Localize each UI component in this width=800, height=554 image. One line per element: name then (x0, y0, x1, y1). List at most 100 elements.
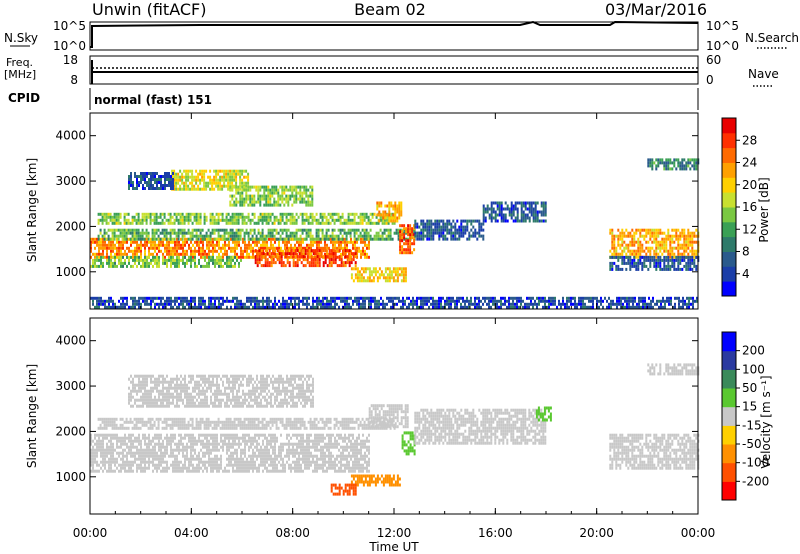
data-cell (112, 433, 114, 437)
data-cell (580, 305, 582, 309)
data-cell (325, 231, 328, 235)
data-cell (446, 228, 449, 232)
data-cell (492, 302, 494, 306)
data-cell (196, 249, 198, 253)
data-cell (644, 299, 646, 303)
data-cell (458, 228, 461, 232)
data-cell (122, 457, 124, 461)
data-cell (162, 451, 164, 455)
data-cell (194, 264, 196, 268)
data-cell (370, 299, 372, 303)
data-cell (492, 296, 494, 300)
data-cell (225, 221, 228, 225)
data-cell (285, 200, 288, 204)
data-cell (649, 249, 652, 253)
data-cell (100, 258, 102, 262)
data-cell (100, 240, 102, 244)
data-cell (203, 237, 206, 241)
data-cell (118, 451, 120, 455)
data-cell (238, 255, 240, 259)
data-cell (629, 243, 632, 247)
data-cell (682, 296, 684, 300)
nsearch-label: N.Search (745, 31, 799, 45)
data-cell (288, 305, 290, 309)
data-cell (674, 296, 676, 300)
data-cell (280, 246, 282, 250)
data-cell (375, 237, 378, 241)
data-cell (166, 261, 168, 265)
data-cell (364, 255, 366, 259)
data-cell (222, 264, 224, 268)
data-cell (325, 221, 328, 225)
data-cell (318, 296, 320, 300)
data-cell (352, 243, 354, 247)
data-cell (162, 457, 164, 461)
data-cell (450, 222, 453, 226)
data-cell (619, 231, 622, 235)
data-cell (108, 240, 110, 244)
data-cell (514, 302, 516, 306)
data-cell (609, 228, 612, 232)
data-cell (256, 296, 258, 300)
data-cell (356, 252, 358, 256)
data-cell (150, 243, 152, 247)
data-cell (299, 234, 302, 238)
data-cell (675, 255, 678, 259)
data-cell (288, 264, 291, 268)
data-cell (264, 305, 266, 309)
data-cell (305, 185, 308, 189)
data-cell (623, 261, 626, 265)
data-cell (177, 212, 180, 216)
data-cell (174, 264, 176, 268)
data-cell (229, 221, 232, 225)
data-cell (392, 305, 394, 309)
data-cell (235, 234, 238, 238)
data-cell (140, 439, 142, 443)
data-cell (286, 302, 288, 306)
data-cell (440, 305, 442, 309)
data-cell (170, 261, 172, 265)
data-cell (305, 203, 308, 207)
data-cell (314, 261, 317, 265)
data-cell (383, 221, 386, 225)
data-cell (148, 457, 150, 461)
data-cell (379, 228, 382, 232)
data-cell (122, 466, 124, 470)
data-cell (257, 185, 260, 189)
data-cell (156, 454, 158, 458)
data-cell (166, 296, 168, 300)
data-cell (113, 212, 116, 216)
data-cell (399, 251, 402, 255)
data-cell (298, 299, 300, 303)
colorbar-swatch (722, 266, 736, 282)
data-cell (177, 178, 180, 182)
data-cell (360, 255, 362, 259)
data-cell (211, 218, 214, 222)
data-cell (333, 212, 336, 216)
data-cell (362, 267, 365, 271)
data-cell (538, 302, 540, 306)
data-cell (263, 197, 266, 201)
data-cell (627, 243, 630, 247)
data-cell (249, 237, 252, 241)
data-cell (316, 296, 318, 300)
data-cell (621, 234, 624, 238)
cpid-mode: normal (fast) 151 (94, 93, 212, 107)
data-cell (195, 169, 198, 173)
data-cell (283, 203, 286, 207)
data-cell (673, 246, 676, 250)
data-cell (154, 240, 156, 244)
nave-tick-bottom: 0 (706, 73, 714, 87)
data-cell (227, 181, 230, 185)
data-cell (532, 219, 535, 223)
data-cell (321, 231, 324, 235)
data-cell (629, 264, 632, 268)
data-cell (389, 228, 392, 232)
data-cell (480, 234, 483, 238)
data-cell (187, 237, 190, 241)
data-cell (160, 296, 162, 300)
data-cell (293, 200, 296, 204)
data-cell (659, 228, 662, 232)
data-cell (222, 255, 224, 259)
data-region (229, 185, 314, 207)
